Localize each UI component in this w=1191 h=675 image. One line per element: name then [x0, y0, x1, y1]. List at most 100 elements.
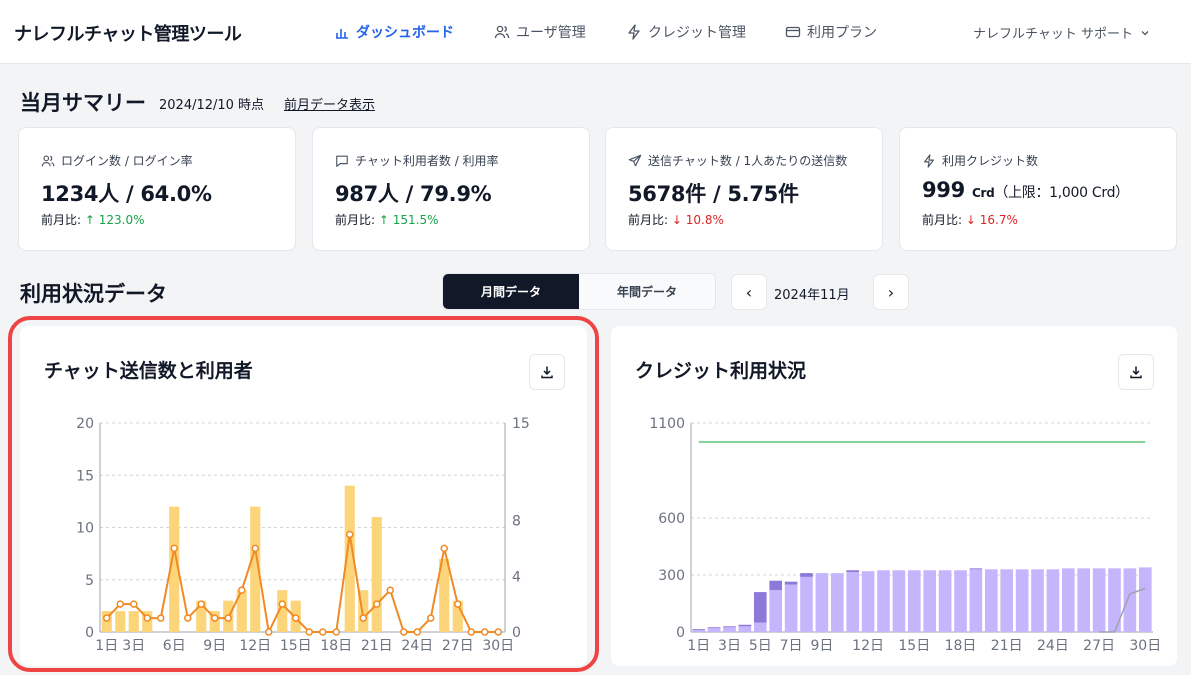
summary-title: 当月サマリー [20, 91, 146, 115]
credit-bar [938, 570, 952, 632]
y-tick-label: 300 [658, 568, 685, 584]
chat-user-point [413, 628, 421, 636]
chat-user-point [427, 614, 435, 622]
top-navigation-bar: ナレフルチャット管理ツール ダッシュボード ユーザ管理 クレジット管理 利用プラ… [0, 0, 1191, 64]
previous-month-link[interactable]: 前月データ表示 [284, 98, 376, 113]
chat-user-point [157, 614, 165, 622]
credit-bar [954, 570, 967, 632]
credit-bar [1108, 568, 1121, 632]
credit-bar [1092, 568, 1106, 632]
chat-count-bar [452, 600, 463, 632]
chat-user-point [292, 614, 300, 622]
comparison-value: ↓ 16.7% [965, 213, 1018, 227]
sent-chat-card: 送信チャット数 / 1人あたりの送信数 5678件 / 5.75件 前月比: ↓… [605, 127, 883, 251]
nav-dashboard[interactable]: ダッシュボード [334, 22, 454, 42]
credit-usage-card: 利用クレジット数 999 Crd（上限：1,000 Crd） 前月比: ↓ 16… [899, 127, 1177, 251]
credit-bar-top [969, 568, 983, 570]
chat-user-point [238, 586, 246, 594]
credit-bar [707, 628, 721, 632]
x-tick-label: 24日 [1037, 638, 1069, 654]
credit-bar [769, 590, 783, 632]
chat-user-point [265, 628, 273, 636]
chevron-down-icon [1141, 30, 1149, 35]
chat-count-bar [236, 590, 247, 632]
chat-chart: 0 5 10 15 20 0 4 8 15 1日 3日 6日 9日 12日 15日 18日 21日 24日 27日 3… [76, 416, 530, 654]
x-tick-label: 9日 [810, 638, 833, 654]
card-value: 5678件 / 5.75件 [628, 182, 799, 206]
credit-trend-line [1099, 587, 1146, 633]
next-period-button[interactable]: › [873, 274, 909, 310]
tab-monthly[interactable]: 月間データ [443, 274, 579, 309]
x-tick-label: 1日 [95, 638, 118, 654]
credit-bar [1138, 567, 1152, 632]
user-menu[interactable]: ナレフルチャット サポート [973, 23, 1151, 42]
chat-user-point [400, 628, 408, 636]
y-tick-label: 15 [76, 468, 94, 484]
chat-user-point [346, 530, 354, 539]
x-tick-label: 15日 [898, 638, 930, 654]
x-tick-label: 18日 [945, 638, 977, 654]
chat-count-bar [250, 506, 261, 632]
card-label: ログイン数 / ログイン率 [61, 154, 193, 168]
x-tick-label: 30日 [1129, 638, 1161, 654]
x-tick-label: 9日 [203, 638, 226, 654]
send-icon [628, 154, 642, 166]
x-tick-label: 27日 [1083, 638, 1115, 654]
download-button[interactable] [1118, 354, 1154, 390]
comparison-value: ↓ 10.8% [671, 213, 724, 227]
credit-value-limit: （上限：1,000 Crd） [994, 185, 1129, 201]
sent-chat-card-label-row: 送信チャット数 / 1人あたりの送信数 [628, 152, 847, 169]
x-tick-label: 21日 [991, 638, 1023, 654]
chat-user-point [440, 544, 448, 553]
nav-plan-label: 利用プラン [807, 25, 877, 41]
chat-count-bar [277, 590, 288, 632]
x-tick-label: 7日 [780, 638, 803, 654]
tab-yearly[interactable]: 年間データ [616, 285, 677, 299]
chat-user-point [170, 544, 178, 553]
lightning-icon [628, 24, 640, 40]
chat-user-point [278, 600, 286, 608]
y2-tick-label: 15 [512, 416, 530, 432]
credit-bar [1015, 569, 1029, 632]
bar-chart-icon [336, 29, 348, 39]
nav-user-management[interactable]: ユーザ管理 [494, 22, 586, 42]
chart-title: クレジット利用状況 [635, 360, 807, 382]
usage-title: 利用状況データ [20, 282, 167, 306]
credit-card-icon [785, 26, 801, 38]
credit-bar [892, 570, 906, 632]
credit-value-unit: Crd [971, 186, 995, 200]
nav-dashboard-label: ダッシュボード [356, 25, 454, 41]
card-label: 送信チャット数 / 1人あたりの送信数 [648, 154, 848, 168]
current-period: 2024年11月 [774, 288, 850, 303]
nav-credit-management[interactable]: クレジット管理 [626, 22, 746, 42]
summary-date: 2024/12/10 時点 [159, 98, 265, 113]
user-menu-label: ナレフルチャット サポート [972, 27, 1133, 42]
credit-chart-panel: クレジット利用状況 0 300 600 1100 1日 3日 5日 7日 9日 12日 15日 18日… [611, 326, 1177, 666]
chat-user-point [494, 628, 502, 636]
credit-bar [923, 570, 937, 632]
y-tick-label: 1100 [649, 416, 685, 432]
comparison-prefix: 前月比: [922, 213, 966, 227]
download-button[interactable] [529, 354, 565, 390]
credit-bar [984, 569, 998, 632]
chat-user-point [224, 614, 232, 622]
credit-bar [815, 573, 829, 632]
credit-bar [907, 570, 921, 632]
credit-bar-top [753, 592, 767, 623]
credit-bar [830, 573, 844, 632]
credit-bar [1123, 568, 1137, 632]
nav-plan[interactable]: 利用プラン [785, 22, 877, 42]
comparison-prefix: 前月比: [628, 213, 672, 227]
chat-user-point [116, 600, 124, 608]
credit-bar [1000, 569, 1014, 632]
credit-bar [784, 584, 798, 632]
chat-user-point [103, 614, 111, 622]
y-tick-label: 600 [658, 511, 685, 527]
chat-user-point [319, 628, 327, 636]
credit-bar-top [846, 570, 860, 573]
credit-bar-top [692, 629, 706, 631]
credit-bar [1077, 568, 1091, 632]
previous-period-button[interactable]: ‹ [731, 274, 767, 310]
card-comparison: 前月比: ↑ 123.0% [41, 211, 144, 228]
card-value: 1234人 / 64.0% [41, 182, 212, 206]
